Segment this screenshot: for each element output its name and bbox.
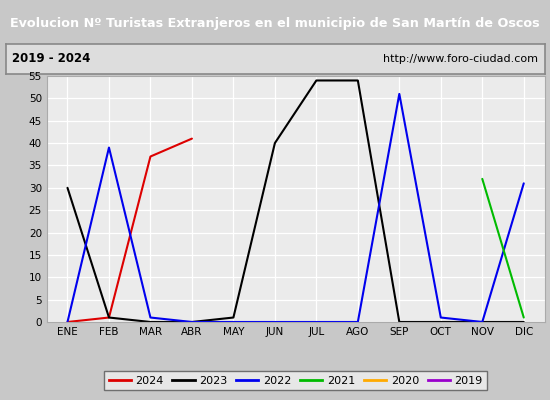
Legend: 2024, 2023, 2022, 2021, 2020, 2019: 2024, 2023, 2022, 2021, 2020, 2019 (104, 371, 487, 390)
Text: 2019 - 2024: 2019 - 2024 (12, 52, 90, 66)
Text: Evolucion Nº Turistas Extranjeros en el municipio de San Martín de Oscos: Evolucion Nº Turistas Extranjeros en el … (10, 18, 540, 30)
Text: http://www.foro-ciudad.com: http://www.foro-ciudad.com (383, 54, 538, 64)
